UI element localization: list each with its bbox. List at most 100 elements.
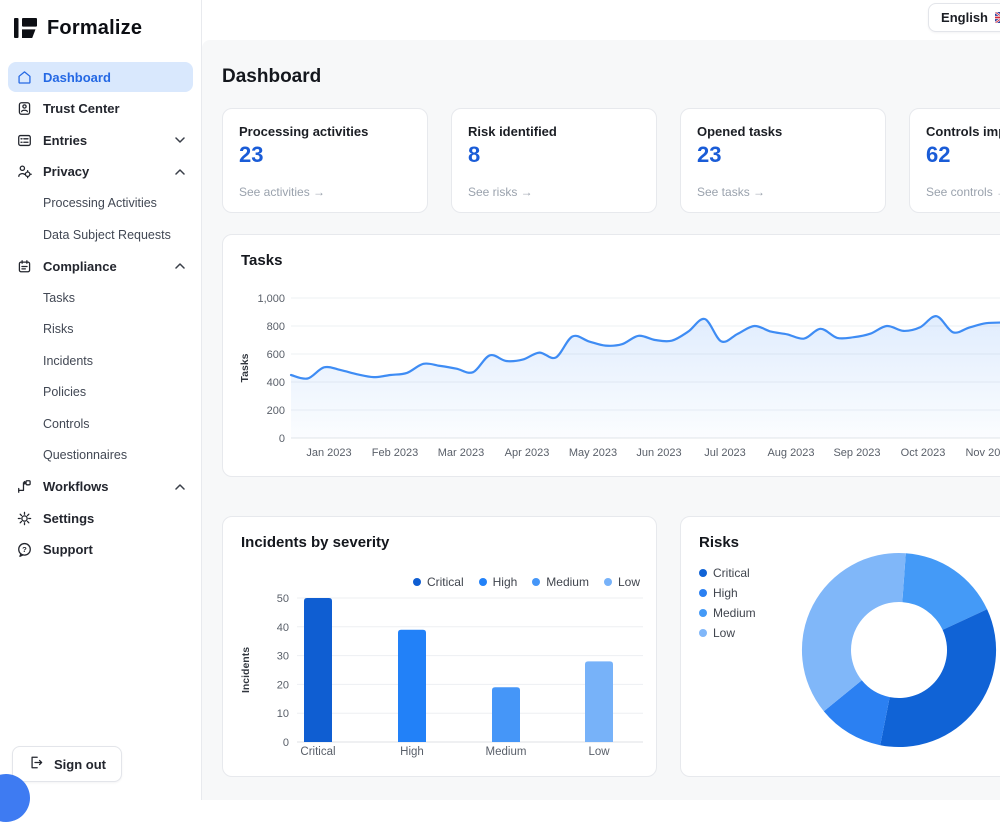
legend-item-high[interactable]: High	[478, 575, 518, 589]
compliance-icon	[16, 258, 33, 275]
formalize-logo-icon	[14, 18, 37, 38]
svg-text:High: High	[400, 746, 424, 758]
svg-text:30: 30	[277, 651, 289, 663]
legend-label: Medium	[546, 575, 589, 589]
sidebar-item-support[interactable]: ? Support	[8, 535, 193, 565]
svg-text:50: 50	[277, 593, 289, 605]
tasks-line-series	[289, 315, 1000, 380]
sidebar-item-label: Workflows	[43, 479, 109, 494]
tasks-line-chart: 0 200 400 600 800 1,000 Tasks Jan 2023 Feb 2023 M…	[239, 293, 1000, 459]
svg-text:Oct 2023: Oct 2023	[901, 447, 946, 459]
sidebar-subitem-risks[interactable]: Risks	[43, 322, 74, 336]
logout-icon	[28, 754, 45, 774]
sidebar-subitem-processing-activities[interactable]: Processing Activities	[43, 196, 157, 210]
sidebar-nav: Dashboard Trust Center Entries Privacy Proce…	[0, 52, 201, 565]
sidebar-item-label: Privacy	[43, 164, 90, 179]
legend-label: Critical	[713, 566, 750, 580]
tasks-area-fill	[291, 316, 1000, 438]
help-icon: ?	[16, 541, 33, 558]
sign-out-button[interactable]: Sign out	[12, 746, 122, 782]
legend-item-low[interactable]: Low	[603, 575, 640, 589]
language-label: English	[941, 10, 988, 25]
stat-card-link[interactable]: See controls →	[926, 185, 1000, 199]
stat-card-link[interactable]: See activities →	[239, 185, 326, 199]
svg-text:Tasks: Tasks	[239, 353, 251, 382]
sidebar-item-compliance[interactable]: Compliance	[8, 251, 193, 281]
sidebar-item-trust-center[interactable]: Trust Center	[8, 94, 193, 124]
language-button[interactable]: English	[928, 3, 1000, 32]
legend-label: High	[713, 586, 738, 600]
svg-text:10: 10	[277, 708, 289, 720]
svg-text:600: 600	[267, 349, 285, 361]
donut-slice-high	[823, 680, 890, 746]
entries-icon	[16, 132, 33, 149]
risks-legend: Critical High Medium Low	[699, 566, 756, 640]
chevron-up-icon	[175, 263, 185, 269]
tasks-chart-card: 0 200 400 600 800 1,000 Tasks Jan 2023 Feb 2023 M…	[222, 234, 1000, 477]
svg-text:Low: Low	[588, 746, 610, 758]
sidebar-subitem-incidents[interactable]: Incidents	[43, 353, 94, 368]
dashboard-content: Dashboard Processing activities 23 See act…	[202, 40, 1000, 800]
sidebar-item-label: Settings	[43, 510, 95, 526]
legend-item-medium[interactable]: Medium	[532, 575, 589, 589]
stat-card-link[interactable]: See tasks →	[697, 185, 766, 199]
chevron-down-icon	[175, 137, 185, 143]
svg-text:?: ?	[22, 545, 27, 554]
brand-logo: Formalize	[0, 0, 201, 52]
sidebar-subitem-policies[interactable]: Policies	[43, 385, 87, 399]
svg-text:Critical: Critical	[300, 746, 335, 758]
stat-card-value: 23	[697, 142, 722, 167]
svg-text:200: 200	[267, 405, 285, 417]
stat-card-controls-implemented: Controls implemented 62 See controls →	[909, 108, 1000, 213]
privacy-icon	[16, 163, 33, 180]
stat-card-risk-identified: Risk identified 8 See risks →	[451, 108, 657, 213]
risks-donut-chart	[801, 552, 997, 748]
sidebar-item-entries[interactable]: Entries	[8, 125, 193, 155]
sidebar-item-settings[interactable]: Settings	[8, 503, 193, 533]
legend-label: Low	[617, 575, 640, 589]
sidebar-item-label: Dashboard	[43, 69, 111, 85]
incidents-chart-title: Incidents by severity	[241, 534, 390, 551]
incidents-legend: Critical High Medium Low	[412, 575, 640, 589]
stat-card-title: Risk identified	[468, 124, 557, 139]
legend-dot	[699, 589, 707, 597]
stat-card-value: 8	[468, 142, 481, 167]
badge-icon	[16, 100, 33, 117]
sign-out-label: Sign out	[54, 756, 106, 772]
svg-text:Jun 2023: Jun 2023	[636, 447, 681, 459]
gear-icon	[16, 510, 33, 527]
stat-card-title: Opened tasks	[697, 124, 783, 139]
stat-card-link[interactable]: See risks →	[468, 185, 533, 199]
legend-item-low[interactable]: Low	[699, 626, 756, 640]
sidebar-item-dashboard[interactable]: Dashboard	[8, 62, 193, 92]
sidebar-item-label: Compliance	[43, 258, 117, 274]
stat-card-value: 62	[926, 142, 951, 167]
legend-dot	[699, 569, 707, 577]
svg-text:Nov 2023: Nov 2023	[965, 447, 1000, 459]
legend-item-critical[interactable]: Critical	[699, 566, 756, 580]
legend-item-medium[interactable]: Medium	[699, 606, 756, 620]
brand-name: Formalize	[47, 16, 143, 39]
sidebar-subitem-questionnaires[interactable]: Questionnaires	[43, 448, 128, 462]
svg-text:Jul 2023: Jul 2023	[704, 447, 746, 459]
incidents-chart-card: 0 10 20 30 40 50 Incidents Critical High Medium Lo…	[222, 516, 657, 777]
uk-flag-icon	[995, 12, 1000, 23]
legend-item-high[interactable]: High	[699, 586, 756, 600]
bar-critical	[304, 598, 332, 742]
sidebar-item-workflows[interactable]: Workflows	[8, 472, 193, 502]
stat-card-value: 23	[239, 142, 264, 167]
legend-item-critical[interactable]: Critical	[412, 575, 464, 589]
stat-card-title: Processing activities	[239, 124, 369, 139]
legend-dot	[412, 578, 421, 586]
sidebar-subitem-controls[interactable]: Controls	[43, 416, 90, 431]
sidebar-subitem-tasks[interactable]: Tasks	[43, 290, 75, 305]
svg-text:Medium: Medium	[486, 746, 527, 758]
sidebar-subitem-data-subject-requests[interactable]: Data Subject Requests	[43, 227, 171, 242]
sidebar-item-privacy[interactable]: Privacy	[8, 157, 193, 187]
sidebar-item-label: Support	[43, 542, 93, 557]
svg-text:0: 0	[279, 433, 285, 445]
legend-label: High	[492, 575, 518, 589]
svg-text:20: 20	[277, 679, 289, 691]
legend-dot	[603, 578, 612, 586]
sidebar: Formalize Dashboard Trust Center Entries Pr…	[0, 0, 202, 822]
